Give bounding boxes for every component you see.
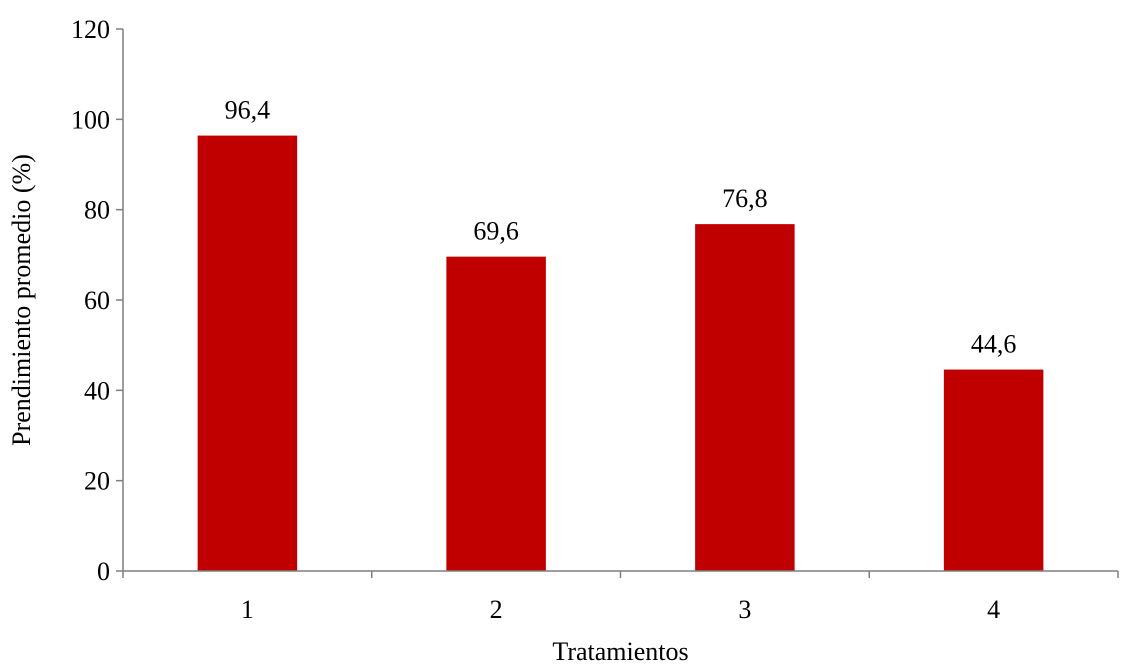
bar-data-label: 69,6 <box>473 217 519 246</box>
x-tick-label: 4 <box>987 595 1000 624</box>
y-tick-label: 20 <box>84 467 110 496</box>
x-axis-title: Tratamientos <box>552 637 688 666</box>
y-tick-label: 80 <box>84 196 110 225</box>
x-tick-label: 3 <box>738 595 751 624</box>
y-tick-label: 0 <box>97 557 110 586</box>
y-tick-label: 60 <box>84 286 110 315</box>
bar <box>197 135 298 572</box>
y-tick-label: 100 <box>71 105 110 134</box>
y-tick-label: 40 <box>84 376 110 405</box>
x-axis-ticks: 1 2 3 4 <box>122 571 1119 624</box>
bar-data-label: 96,4 <box>225 96 271 125</box>
bar-data-label: 44,6 <box>971 330 1017 359</box>
x-tick-label: 2 <box>490 595 503 624</box>
bars-group <box>197 135 1044 572</box>
data-labels-group: 96,4 69,6 76,8 44,6 <box>225 96 1017 359</box>
bar <box>943 369 1044 571</box>
y-tick-label: 120 <box>71 15 110 44</box>
bar-data-label: 76,8 <box>722 184 768 213</box>
y-axis-ticks: 0 20 40 60 80 100 120 <box>71 15 123 586</box>
y-axis-title: Prendimiento promedio (%) <box>7 154 36 446</box>
x-tick-label: 1 <box>241 595 254 624</box>
bar <box>695 224 795 571</box>
bar <box>446 256 546 571</box>
